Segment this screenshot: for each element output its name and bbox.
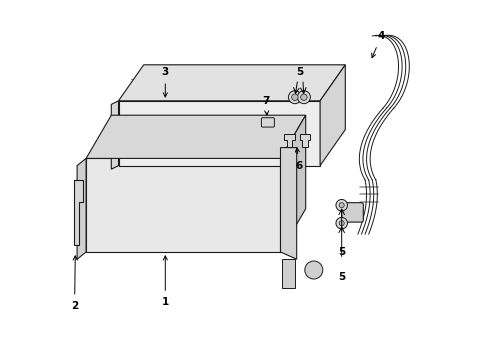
Text: 2: 2: [71, 256, 78, 311]
Polygon shape: [282, 259, 294, 288]
Circle shape: [291, 94, 298, 100]
Circle shape: [300, 94, 306, 100]
Polygon shape: [320, 65, 345, 166]
Polygon shape: [86, 158, 280, 252]
FancyBboxPatch shape: [341, 203, 363, 222]
Text: 3: 3: [162, 67, 168, 97]
Polygon shape: [118, 101, 320, 166]
Text: 7: 7: [262, 96, 269, 115]
FancyBboxPatch shape: [261, 118, 274, 127]
Text: 5: 5: [296, 67, 304, 77]
Circle shape: [335, 199, 347, 211]
Polygon shape: [280, 115, 305, 252]
Text: 5: 5: [337, 272, 345, 282]
Circle shape: [297, 91, 310, 104]
Circle shape: [335, 217, 347, 229]
Circle shape: [339, 221, 344, 226]
Text: 5: 5: [337, 247, 345, 257]
Circle shape: [288, 91, 301, 104]
Polygon shape: [280, 148, 296, 259]
Polygon shape: [118, 65, 345, 101]
Text: 6: 6: [294, 148, 302, 171]
Polygon shape: [73, 180, 82, 245]
Polygon shape: [111, 101, 118, 169]
Polygon shape: [77, 158, 86, 259]
Text: 1: 1: [162, 256, 168, 307]
Circle shape: [339, 203, 344, 208]
Polygon shape: [86, 115, 305, 158]
Polygon shape: [299, 134, 310, 147]
Text: 4: 4: [371, 31, 384, 58]
Polygon shape: [284, 134, 294, 147]
Circle shape: [304, 261, 322, 279]
